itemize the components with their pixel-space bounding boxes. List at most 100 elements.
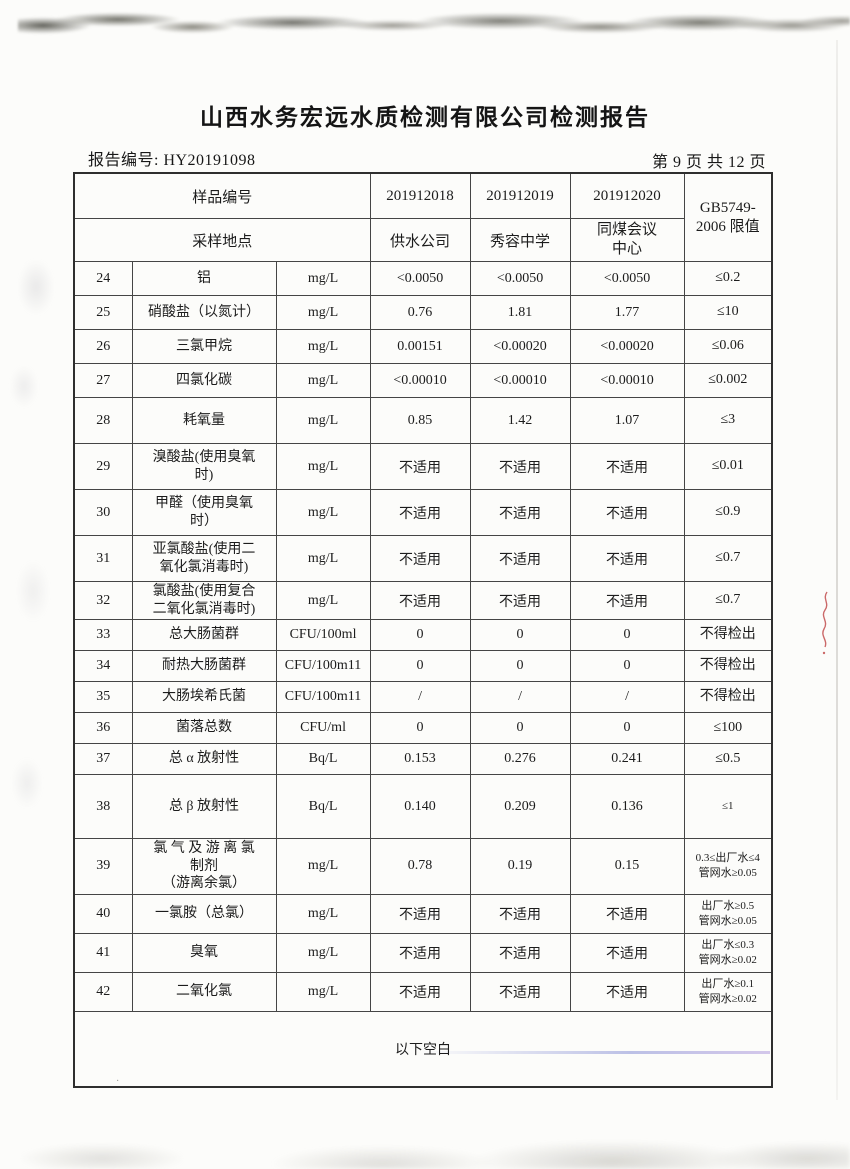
value-cell-sample2: 不适用 <box>469 971 571 1012</box>
unit-cell: mg/L <box>275 397 371 444</box>
row-number-cell: 34 <box>73 650 133 682</box>
row-number-cell: 24 <box>73 261 133 296</box>
value-cell-sample1: 0.153 <box>369 743 471 775</box>
limit-cell: ≤0.5 <box>683 743 773 775</box>
table-row: 38 总 β 放射性 Bq/L 0.140 0.209 0.136 ≤1 <box>73 774 773 839</box>
unit-cell: mg/L <box>275 535 371 582</box>
value-cell-sample3: 0 <box>569 712 685 744</box>
parameter-name-cell: 溴酸盐(使用臭氧 时) <box>131 443 277 490</box>
unit-cell: mg/L <box>275 932 371 973</box>
row-number-cell: 33 <box>73 619 133 651</box>
table-row: 40 一氯胺（总氯） mg/L 不适用 不适用 不适用 出厂水≥0.5 管网水≥… <box>73 893 773 934</box>
unit-cell: mg/L <box>275 838 371 895</box>
value-cell-sample2: 不适用 <box>469 443 571 490</box>
value-cell-sample1: 0 <box>369 650 471 682</box>
parameter-name-cell: 菌落总数 <box>131 712 277 744</box>
value-cell-sample3: 不适用 <box>569 489 685 536</box>
unit-cell: CFU/100m11 <box>275 650 371 682</box>
table-row: 31 亚氯酸盐(使用二 氧化氯消毒时) mg/L 不适用 不适用 不适用 ≤0.… <box>73 535 773 582</box>
value-cell-sample2: 0 <box>469 619 571 651</box>
limit-cell: ≤0.7 <box>683 581 773 620</box>
limit-cell: ≤0.06 <box>683 329 773 364</box>
location-header: 采样地点 <box>73 218 371 262</box>
report-number: 报告编号: HY20191098 <box>88 152 256 169</box>
row-number-cell: 35 <box>73 681 133 713</box>
value-cell-sample3: 不适用 <box>569 932 685 973</box>
value-cell-sample1: 不适用 <box>369 932 471 973</box>
value-cell-sample3: 1.07 <box>569 397 685 444</box>
value-cell-sample3: 0.241 <box>569 743 685 775</box>
unit-cell: CFU/ml <box>275 712 371 744</box>
row-number-cell: 27 <box>73 363 133 398</box>
limit-cell: ≤3 <box>683 397 773 444</box>
row-number-cell: 32 <box>73 581 133 620</box>
parameter-name-cell: 硝酸盐（以氮计） <box>131 295 277 330</box>
value-cell-sample2: <0.0050 <box>469 261 571 296</box>
value-cell-sample2: 不适用 <box>469 893 571 934</box>
value-cell-sample2: <0.00010 <box>469 363 571 398</box>
scan-smudge-left <box>0 250 60 870</box>
page-indicator: 第 9 页 共 12 页 <box>651 154 766 171</box>
value-cell-sample2: 1.42 <box>469 397 571 444</box>
table-row: 25 硝酸盐（以氮计） mg/L 0.76 1.81 1.77 ≤10 <box>73 295 773 330</box>
parameter-name-cell: 氯酸盐(使用复合 二氧化氯消毒时) <box>131 581 277 620</box>
row-number-cell: 38 <box>73 774 133 839</box>
unit-cell: mg/L <box>275 893 371 934</box>
parameter-name-cell: 氯 气 及 游 离 氯 制剂 （游离余氯） <box>131 838 277 895</box>
limit-cell: ≤0.2 <box>683 261 773 296</box>
value-cell-sample1: 不适用 <box>369 535 471 582</box>
value-cell-sample3: <0.00020 <box>569 329 685 364</box>
location-value: 供水公司 <box>369 218 471 262</box>
limit-cell: ≤100 <box>683 712 773 744</box>
value-cell-sample1: 不适用 <box>369 971 471 1012</box>
value-cell-sample2: 0.19 <box>469 838 571 895</box>
limit-cell: 出厂水≥0.5 管网水≥0.05 <box>683 893 773 934</box>
parameter-name-cell: 总 α 放射性 <box>131 743 277 775</box>
parameter-name-cell: 耗氧量 <box>131 397 277 444</box>
value-cell-sample2: 0 <box>469 650 571 682</box>
limit-cell: ≤0.002 <box>683 363 773 398</box>
table-row: 41 臭氧 mg/L 不适用 不适用 不适用 出厂水≤0.3 管网水≥0.02 <box>73 932 773 973</box>
value-cell-sample1: 0.76 <box>369 295 471 330</box>
value-cell-sample1: <0.0050 <box>369 261 471 296</box>
row-number-cell: 37 <box>73 743 133 775</box>
row-number-cell: 29 <box>73 443 133 490</box>
row-number-cell: 40 <box>73 893 133 934</box>
limit-cell: 出厂水≤0.3 管网水≥0.02 <box>683 932 773 973</box>
parameter-name-cell: 甲醛（使用臭氧 时） <box>131 489 277 536</box>
location-value: 同煤会议 中心 <box>569 218 685 262</box>
limit-cell: ≤1 <box>683 774 773 839</box>
value-cell-sample3: 1.77 <box>569 295 685 330</box>
scan-crease-right <box>836 40 838 1100</box>
table-row: 29 溴酸盐(使用臭氧 时) mg/L 不适用 不适用 不适用 ≤0.01 <box>73 443 773 490</box>
table-row: 24 铝 mg/L <0.0050 <0.0050 <0.0050 ≤0.2 <box>73 261 773 296</box>
parameter-name-cell: 臭氧 <box>131 932 277 973</box>
table-header-rows: 样品编号 201912018 201912019 201912020 GB574… <box>73 172 773 262</box>
value-cell-sample2: 0.209 <box>469 774 571 839</box>
parameter-name-cell: 铝 <box>131 261 277 296</box>
margin-annotation-red-icon <box>822 591 828 655</box>
parameter-name-cell: 四氯化碳 <box>131 363 277 398</box>
value-cell-sample3: 不适用 <box>569 581 685 620</box>
limit-cell: ≤10 <box>683 295 773 330</box>
table-row: 34 耐热大肠菌群 CFU/100m11 0 0 0 不得检出 <box>73 650 773 682</box>
table-row: 26 三氯甲烷 mg/L 0.00151 <0.00020 <0.00020 ≤… <box>73 329 773 364</box>
row-number-cell: 41 <box>73 932 133 973</box>
value-cell-sample1: 0.140 <box>369 774 471 839</box>
value-cell-sample3: 不适用 <box>569 971 685 1012</box>
row-number-cell: 25 <box>73 295 133 330</box>
value-cell-sample3: 不适用 <box>569 893 685 934</box>
unit-cell: mg/L <box>275 971 371 1012</box>
unit-cell: mg/L <box>275 363 371 398</box>
unit-cell: mg/L <box>275 329 371 364</box>
value-cell-sample1: 0 <box>369 712 471 744</box>
table-row: 39 氯 气 及 游 离 氯 制剂 （游离余氯） mg/L 0.78 0.19 … <box>73 838 773 895</box>
table-row: 27 四氯化碳 mg/L <0.00010 <0.00010 <0.00010 … <box>73 363 773 398</box>
value-cell-sample3: 0.15 <box>569 838 685 895</box>
value-cell-sample1: <0.00010 <box>369 363 471 398</box>
value-cell-sample2: 不适用 <box>469 489 571 536</box>
value-cell-sample1: 不适用 <box>369 581 471 620</box>
value-cell-sample1: 0.85 <box>369 397 471 444</box>
value-cell-sample2: 不适用 <box>469 581 571 620</box>
